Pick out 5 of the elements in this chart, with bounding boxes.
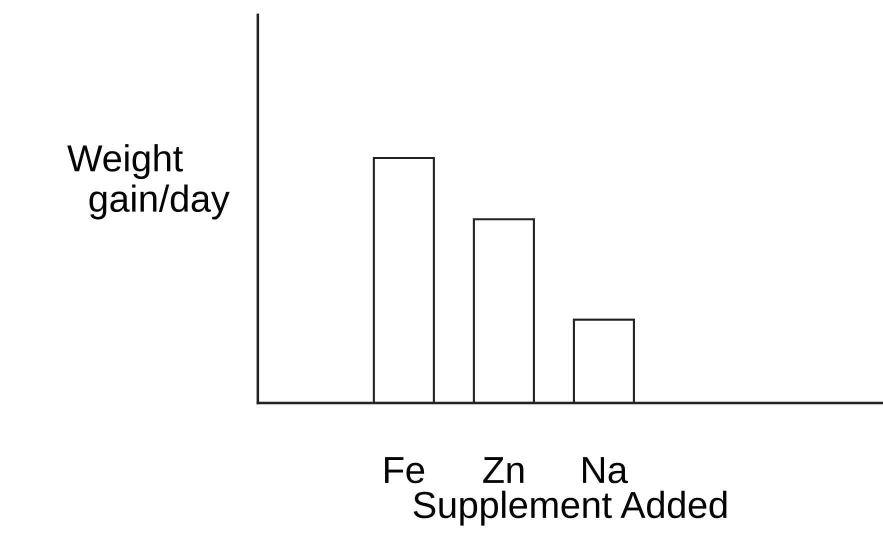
x-tick-label: Fe <box>385 457 424 484</box>
x-tick-label: Na <box>583 457 628 484</box>
y-axis-title: Weight gain/day <box>67 144 230 220</box>
x-tick-label: Zn <box>483 457 524 483</box>
x-axis-title: Supplement Added <box>414 490 726 526</box>
